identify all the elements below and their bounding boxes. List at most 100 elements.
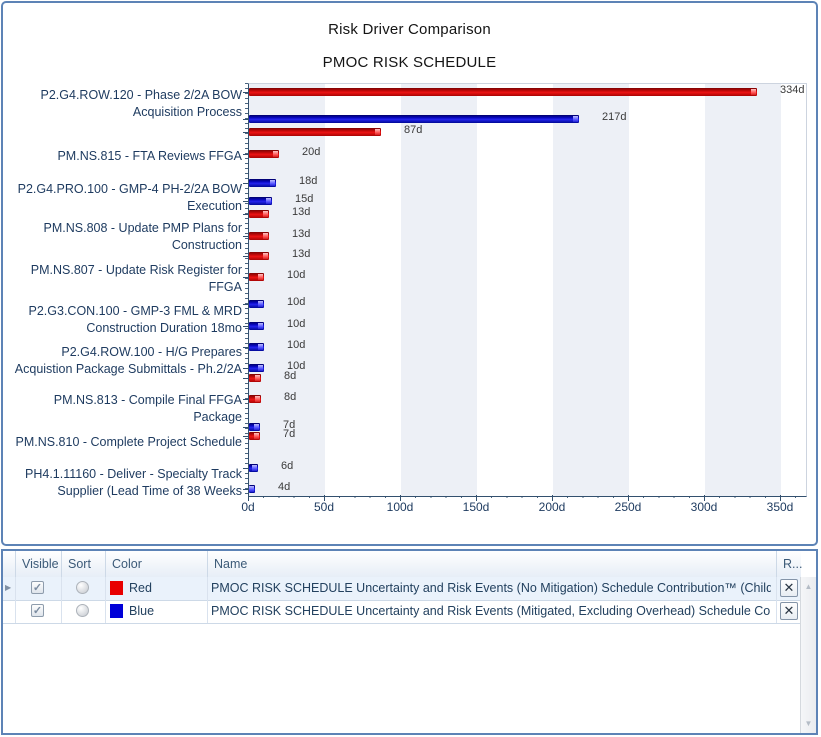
- series-name: PMOC RISK SCHEDULE Uncertainty and Risk …: [211, 581, 771, 595]
- category-label: PH4.1.11160 - Deliver - Specialty Track S…: [25, 467, 242, 498]
- y-axis-tick: [243, 132, 249, 133]
- bar-blue: [249, 300, 264, 308]
- column-separator: [105, 577, 106, 600]
- bar-red: [249, 150, 279, 158]
- category-label: P2.G4.PRO.100 - GMP-4 PH-2/2A BOW Executi…: [17, 182, 242, 213]
- y-axis-tick: [243, 326, 249, 327]
- y-axis-minor-ticks: [245, 83, 248, 495]
- column-separator: [15, 600, 16, 623]
- bar-blue: [249, 423, 260, 431]
- bar-blue: [249, 115, 579, 123]
- column-separator: [15, 577, 16, 600]
- risk-driver-comparison-chart-panel: Risk Driver Comparison PMOC RISK SCHEDUL…: [1, 1, 818, 546]
- series-table-row[interactable]: ▶ ✓ Red PMOC RISK SCHEDULE Uncertainty and …: [3, 577, 801, 601]
- x-axis-major-tick: [476, 495, 477, 501]
- y-axis-tick: [243, 256, 249, 257]
- column-separator: [105, 600, 106, 623]
- bar-red: [249, 432, 260, 440]
- column-separator: [207, 600, 208, 623]
- y-axis-tick: [243, 154, 249, 155]
- x-axis-major-tick: [400, 495, 401, 501]
- bar-blue: [249, 322, 264, 330]
- y-axis-tick: [243, 399, 249, 400]
- category-label: PM.NS.808 - Update PMP Plans for Construc…: [43, 221, 242, 252]
- bar-red: [249, 273, 264, 281]
- bar-value-label: 10d: [287, 360, 306, 372]
- x-axis-tick-label: 200d: [538, 500, 566, 514]
- bar-red: [249, 88, 757, 96]
- y-axis-tick: [243, 214, 249, 215]
- bar-value-label: 10d: [287, 269, 306, 281]
- x-axis-tick-label: 0d: [241, 500, 255, 514]
- x-axis-tick-label: 150d: [462, 500, 490, 514]
- remove-series-button[interactable]: ✕: [780, 602, 798, 620]
- table-header-row: Visible Sort Color Name R...: [3, 551, 802, 578]
- chart-title: Risk Driver Comparison: [328, 21, 491, 38]
- bar-red: [249, 395, 261, 403]
- y-axis-tick: [243, 201, 249, 202]
- x-axis-major-tick: [324, 495, 325, 501]
- bar-red: [249, 232, 269, 240]
- bar-value-label: 18d: [299, 175, 318, 187]
- sort-radio-button[interactable]: [76, 581, 89, 594]
- bar-value-label: 8d: [284, 391, 297, 403]
- category-label: PM.NS.815 - FTA Reviews FFGA: [57, 148, 242, 163]
- column-header-remove: R...: [776, 551, 802, 577]
- series-color-swatch[interactable]: [110, 581, 123, 595]
- column-separator: [61, 577, 62, 600]
- y-axis-tick: [243, 119, 249, 120]
- bar-value-label: 7d: [283, 419, 296, 431]
- bar-value-label: 20d: [302, 146, 321, 158]
- column-separator: [776, 577, 777, 600]
- column-header-name: Name: [207, 551, 776, 577]
- y-axis-tick: [243, 436, 249, 437]
- x-axis-major-tick: [704, 495, 705, 501]
- plot-area: 334d 217d 87d 20d 18d 15d 13d 13d 13d 10d 10d 10d 10…: [243, 83, 807, 497]
- sort-radio-button[interactable]: [76, 604, 89, 617]
- category-label: PM.NS.810 - Complete Project Schedule: [15, 434, 243, 449]
- table-vertical-scrollbar[interactable]: ▲ ▼: [800, 577, 816, 733]
- column-header-sort: Sort: [61, 551, 105, 577]
- bar-red: [249, 128, 381, 136]
- series-color-name: Blue: [129, 604, 155, 618]
- bar-value-label: 10d: [287, 296, 306, 308]
- x-axis-tick-label: 300d: [690, 500, 718, 514]
- series-table-panel: Visible Sort Color Name R... ▶ ✓ Red PMOC R…: [1, 549, 818, 735]
- bar-value-label: 217d: [602, 111, 627, 123]
- bar-red: [249, 210, 269, 218]
- scroll-down-arrow-icon[interactable]: ▼: [804, 719, 813, 728]
- bar-value-label: 4d: [278, 481, 291, 493]
- x-axis-tick-label: 100d: [386, 500, 414, 514]
- chart-subtitle: PMOC RISK SCHEDULE: [322, 54, 497, 71]
- bar-value-label: 13d: [292, 206, 311, 218]
- x-axis-major-tick: [552, 495, 553, 501]
- visible-checkbox[interactable]: ✓: [31, 581, 44, 594]
- series-name: PMOC RISK SCHEDULE Uncertainty and Risk …: [211, 604, 771, 618]
- y-axis-tick: [243, 347, 249, 348]
- bar-value-label: 10d: [287, 318, 306, 330]
- category-label: P2.G3.CON.100 - GMP-3 FML & MRD Construct…: [28, 304, 242, 335]
- y-axis-tick: [243, 277, 249, 278]
- series-color-name: Red: [129, 581, 152, 595]
- remove-series-button[interactable]: ✕: [780, 579, 798, 597]
- row-selector-arrow-icon: ▶: [5, 583, 12, 592]
- bar-value-label: 7d: [283, 428, 296, 440]
- bar-value-label: 10d: [287, 339, 306, 351]
- visible-checkbox[interactable]: ✓: [31, 604, 44, 617]
- x-axis-tick-label: 250d: [614, 500, 642, 514]
- x-axis-major-tick: [628, 495, 629, 501]
- scroll-up-arrow-icon[interactable]: ▲: [804, 582, 813, 591]
- bar-blue: [249, 364, 264, 372]
- y-axis-tick: [243, 236, 249, 237]
- series-color-swatch[interactable]: [110, 604, 123, 618]
- bar-blue: [249, 343, 264, 351]
- y-axis-tick: [243, 183, 249, 184]
- bar-value-label: 6d: [281, 460, 294, 472]
- bar-value-label: 13d: [292, 228, 311, 240]
- series-table-row[interactable]: ✓ Blue PMOC RISK SCHEDULE Uncertainty and …: [3, 600, 801, 624]
- bar-blue: [249, 179, 276, 187]
- y-axis-tick: [243, 489, 249, 490]
- bar-value-label: 87d: [404, 124, 423, 136]
- category-label: P2.G4.ROW.100 - H/G Prepares Acquistion P…: [14, 345, 242, 376]
- column-separator: [207, 577, 208, 600]
